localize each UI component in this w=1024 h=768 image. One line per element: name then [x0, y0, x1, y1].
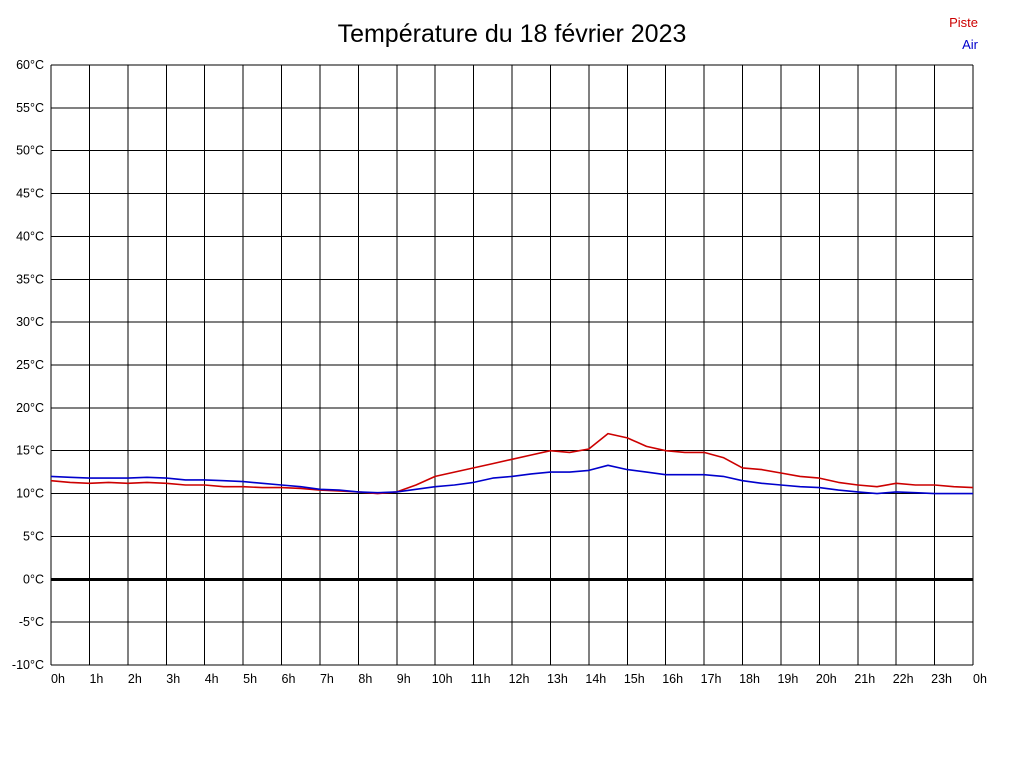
legend-item-air: Air: [962, 37, 978, 52]
chart-title: Température du 18 février 2023: [337, 20, 687, 48]
x-axis-tick-label: 1h: [89, 672, 103, 686]
chart-legend: Piste Air: [949, 12, 978, 56]
x-axis-tick-label: 6h: [282, 672, 296, 686]
x-axis-tick-label: 23h: [931, 672, 952, 686]
x-axis-tick-label: 2h: [128, 672, 142, 686]
y-axis-tick-label: 40°C: [16, 229, 44, 243]
y-axis-tick-label: 15°C: [16, 444, 44, 458]
y-axis-tick-label: 35°C: [16, 272, 44, 286]
y-axis-tick-label: 50°C: [16, 144, 44, 158]
y-axis-tick-label: -10°C: [12, 658, 44, 672]
y-axis-tick-label: 45°C: [16, 187, 44, 201]
x-axis-tick-label: 0h: [51, 672, 65, 686]
y-axis-tick-label: 25°C: [16, 358, 44, 372]
x-axis-tick-label: 0h: [973, 672, 987, 686]
y-axis-tick-label: 0°C: [23, 572, 44, 586]
x-axis-tick-label: 7h: [320, 672, 334, 686]
x-axis-tick-label: 10h: [432, 672, 453, 686]
x-axis-tick-label: 12h: [509, 672, 530, 686]
x-axis-tick-label: 15h: [624, 672, 645, 686]
series-line-air: [50, 464, 973, 495]
x-axis-tick-label: 19h: [777, 672, 798, 686]
x-axis-tick-label: 21h: [854, 672, 875, 686]
x-axis-tick-label: 5h: [243, 672, 257, 686]
y-axis-tick-label: 5°C: [23, 529, 44, 543]
x-axis-tick-label: 11h: [471, 672, 491, 686]
y-axis-tick-label: 60°C: [16, 58, 44, 72]
x-axis-tick-label: 8h: [358, 672, 372, 686]
y-axis-tick-label: -5°C: [19, 615, 44, 629]
x-axis-tick-label: 16h: [662, 672, 683, 686]
y-axis-tick-label: 30°C: [16, 315, 44, 329]
y-axis-tick-label: 55°C: [16, 101, 44, 115]
series-line-piste: [50, 432, 974, 495]
legend-item-piste: Piste: [949, 15, 978, 30]
x-axis-tick-label: 13h: [547, 672, 568, 686]
y-axis-tick-label: 10°C: [16, 487, 44, 501]
x-axis-tick-label: 17h: [701, 672, 722, 686]
y-axis-tick-label: 20°C: [16, 401, 44, 415]
x-axis-tick-label: 22h: [893, 672, 914, 686]
x-axis-tick-label: 18h: [739, 672, 760, 686]
x-axis-tick-label: 3h: [166, 672, 180, 686]
x-axis-tick-label: 20h: [816, 672, 837, 686]
x-axis-tick-label: 4h: [205, 672, 219, 686]
x-axis-tick-label: 9h: [397, 672, 411, 686]
x-axis-tick-label: 14h: [585, 672, 606, 686]
